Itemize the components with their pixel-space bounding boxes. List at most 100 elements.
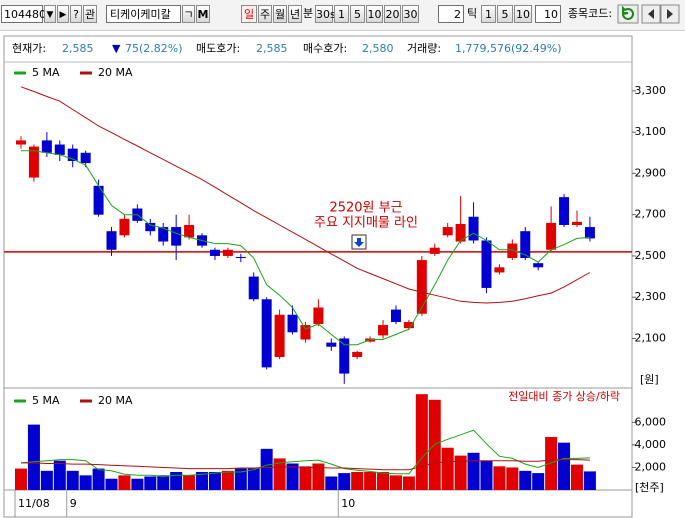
info-label: 매수호가: [303,42,347,55]
candle-body [274,314,285,358]
candle-body [455,223,466,242]
minute-button[interactable]: 20 [384,5,401,23]
name-button[interactable]: ㄱ [182,5,195,23]
ma-line [21,150,590,346]
volume-bar [454,455,467,490]
tick-input[interactable]: 10 [535,5,561,23]
stock-name[interactable]: 티케이케미칼 [106,5,181,23]
volume-bar [15,468,27,490]
minute-button[interactable]: 1 [334,5,349,23]
annotation: 2520원 부근 [329,201,402,216]
candle-body [222,249,233,256]
candle-body [248,276,259,300]
period-button[interactable]: 월 [273,5,287,23]
minute-button[interactable]: 30s [315,5,336,23]
volume-bar [545,437,558,490]
unit-label: [원] [640,373,659,386]
volume-bar [260,448,273,490]
volume-bar [299,466,312,490]
y-tick-label: 2,900 [635,166,667,179]
candle-body [339,338,350,374]
candle-body [209,249,220,256]
candle-body [429,247,440,254]
y-tick-label: 2,700 [635,208,667,221]
toolbar-icons [617,4,680,24]
volume-bar [351,471,364,490]
info-value: 2,585 [256,42,288,55]
nav-button[interactable]: ? [70,5,82,23]
volume-bar [40,470,53,490]
volume-bar [118,475,131,490]
info-label: 매도호가: [196,42,240,55]
y-tick-label: 2,500 [635,249,667,262]
nav-button[interactable]: 관 [83,5,97,23]
volume-bar [506,467,519,490]
period-button[interactable]: 주 [258,5,272,23]
minute-button[interactable]: 5 [350,5,365,23]
volume-bar [273,458,286,490]
candle-body [520,231,531,259]
candle-body [171,227,182,246]
volume-bar [27,424,40,490]
candle-body [16,140,26,145]
info-value: 1,779,576(92.49%) [455,42,562,55]
candle-body [546,222,557,250]
candle-body [352,351,363,358]
candle-body [326,342,337,347]
volume-bar [480,460,493,490]
nav-button[interactable]: ▶ [57,5,69,23]
candle-body [390,309,401,322]
volume-bar [558,442,571,490]
prev-icon [648,9,654,19]
candle-body [184,225,195,238]
candle-body [119,218,130,236]
candle-body [93,185,104,215]
legend-label: 20 MA [98,66,133,79]
volume-bar [467,452,480,490]
candle-body [533,263,544,268]
ma-line [20,86,591,304]
y-tick-label: 2,300 [635,290,667,303]
info-value: 2,580 [362,42,394,55]
volume-bar [312,463,325,490]
candle-body [494,267,505,273]
tick-button[interactable]: 5 [497,5,513,23]
tick-button[interactable]: 1 [481,5,496,23]
candle-body [403,321,414,329]
candle-body [28,146,39,178]
volume-bar [364,471,377,490]
tick-count[interactable]: 2 [438,5,464,23]
volume-bar [325,476,338,490]
info-label: 현재가: [12,42,46,55]
minute-label: 분 [302,7,314,20]
candle-body [41,140,52,153]
volume-bar [234,468,247,490]
volume-bar [157,475,170,490]
candle-body [106,231,117,250]
volume-bar [286,463,299,490]
tick-label: 틱 [466,7,478,20]
candle-body [468,216,479,241]
minute-button[interactable]: 30 [402,5,419,23]
period-button[interactable]: 년 [288,5,302,23]
name-button[interactable]: M [196,5,210,23]
toolbar: 104480 ▼ ▶ ? 관 티케이케미칼 ㄱ M 일 주 월 년 분 30s … [0,0,685,31]
candle-body [313,307,324,325]
tick-button[interactable]: 10 [514,5,532,23]
code-input[interactable]: 104480 [1,5,46,23]
period-button[interactable]: 일 [241,5,257,23]
y-tick-label: 3,300 [635,84,667,97]
candle-body [54,144,65,155]
volume-bar [170,471,183,490]
candle-body [442,227,453,236]
volume-bar [389,475,402,490]
volume-bar [183,475,196,490]
legend-label: 5 MA [32,394,60,407]
minute-button[interactable]: 10 [366,5,383,23]
candle-body [158,227,169,242]
volume-note: 전일대비 종가 상승/하락 [508,389,620,403]
candle-body [145,222,156,232]
candle-body [507,243,518,259]
nav-button[interactable]: ▼ [44,5,56,23]
